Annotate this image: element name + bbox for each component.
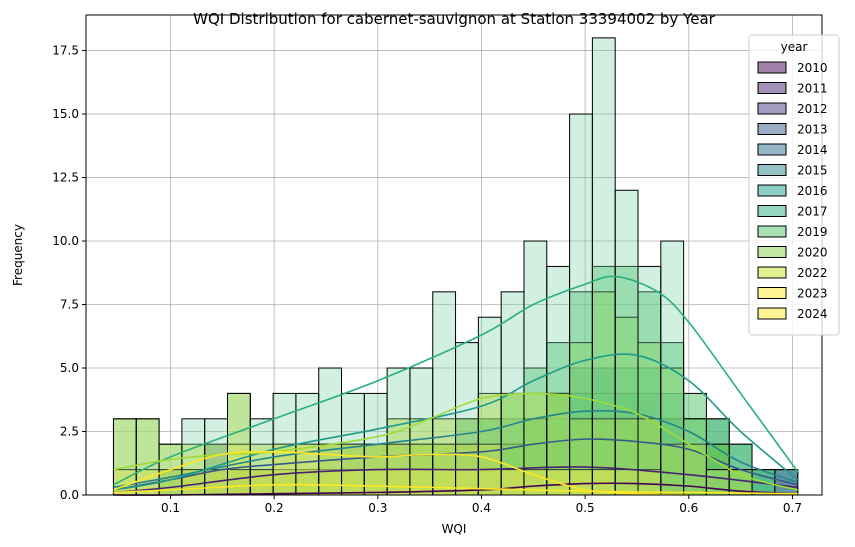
y-tick-label: 12.5: [52, 171, 79, 185]
y-tick-label: 7.5: [60, 298, 79, 312]
histogram-bar-outline: [660, 240, 685, 496]
outline-layer: [112, 37, 799, 496]
x-ticks: 0.1 0.2 0.3 0.4 0.5 0.6 0.7: [161, 495, 802, 515]
legend-swatch: [757, 184, 787, 197]
histogram-bar-outline: [546, 265, 571, 496]
legend-swatch: [757, 102, 787, 115]
kde-curve: [113, 483, 798, 495]
x-tick-label: 0.6: [679, 501, 698, 515]
legend-label: 2020: [797, 246, 828, 260]
legend-label: 2012: [797, 102, 828, 116]
x-tick-label: 0.1: [161, 501, 180, 515]
y-tick-label: 0.0: [60, 488, 79, 502]
legend-label: 2022: [797, 266, 828, 280]
y-tick-label: 17.5: [52, 44, 79, 58]
legend-swatch: [757, 143, 787, 156]
legend-swatch: [757, 123, 787, 135]
histogram-bar-outline: [614, 189, 639, 496]
y-tick-label: 10.0: [52, 234, 79, 248]
y-tick-label: 5.0: [60, 361, 79, 375]
kde-curve: [113, 466, 798, 494]
legend-label: 2019: [797, 225, 828, 239]
kde-curve: [113, 409, 798, 489]
kde-layer: [113, 275, 800, 496]
legend-label: 2023: [797, 287, 828, 301]
y-axis-label: Frequency: [11, 224, 25, 286]
x-tick-label: 0.7: [783, 501, 802, 515]
legend-title: year: [781, 40, 808, 54]
legend-label: 2011: [797, 82, 828, 96]
histogram-bar-outline: [637, 265, 662, 496]
histogram-bar-outline: [523, 240, 548, 496]
histogram-bar-outline: [591, 37, 616, 496]
legend-entries: 2010 2011 2012 2013 2014 2015 2016 2017 2019 2020…: [757, 61, 828, 321]
histogram-bar-outline: [272, 392, 297, 496]
legend-swatch: [757, 225, 787, 238]
x-tick-label: 0.5: [576, 501, 595, 515]
legend-label: 2010: [797, 61, 828, 75]
kde-curve: [113, 438, 798, 491]
histogram-bar-outline: [341, 392, 365, 496]
legend-swatch: [757, 287, 787, 299]
kde-curve: [113, 353, 799, 491]
x-tick-label: 0.2: [265, 501, 284, 515]
legend-label: 2015: [797, 164, 828, 178]
histogram-bar-outline: [409, 367, 434, 496]
histogram-bar-outline: [569, 113, 593, 496]
x-tick-label: 0.3: [368, 501, 387, 515]
x-axis-label: WQI: [442, 522, 467, 536]
histogram-bar-outline: [705, 469, 730, 496]
legend-swatch: [757, 164, 787, 176]
legend-swatch: [757, 82, 787, 94]
kde-curve: [113, 482, 798, 496]
legend-swatch: [757, 205, 787, 217]
legend-swatch: [757, 266, 787, 279]
legend-label: 2013: [797, 123, 828, 137]
histogram-bar-outline: [455, 342, 479, 496]
histogram-bar-outline: [432, 291, 457, 496]
legend-label: 2017: [797, 205, 828, 219]
histogram-bar-outline: [318, 367, 343, 496]
legend-label: 2014: [797, 143, 828, 157]
y-tick-label: 15.0: [52, 107, 79, 121]
legend-swatch: [757, 61, 787, 74]
y-tick-label: 2.5: [60, 425, 79, 439]
legend-swatch: [757, 246, 787, 258]
legend-label: 2024: [797, 307, 828, 321]
x-tick-label: 0.4: [472, 501, 491, 515]
legend-label: 2016: [797, 184, 828, 198]
grid-layer: [86, 15, 822, 496]
kde-curve: [113, 275, 800, 486]
chart-title: WQI Distribution for cabernet-sauvignon …: [193, 10, 715, 28]
legend-swatch: [757, 307, 787, 320]
legend: year 20102011201220132014201520162017201…: [748, 34, 840, 336]
y-ticks: 0.0 2.5 5.0 7.5 10.0 12.5 15.0 17.5: [52, 44, 86, 502]
